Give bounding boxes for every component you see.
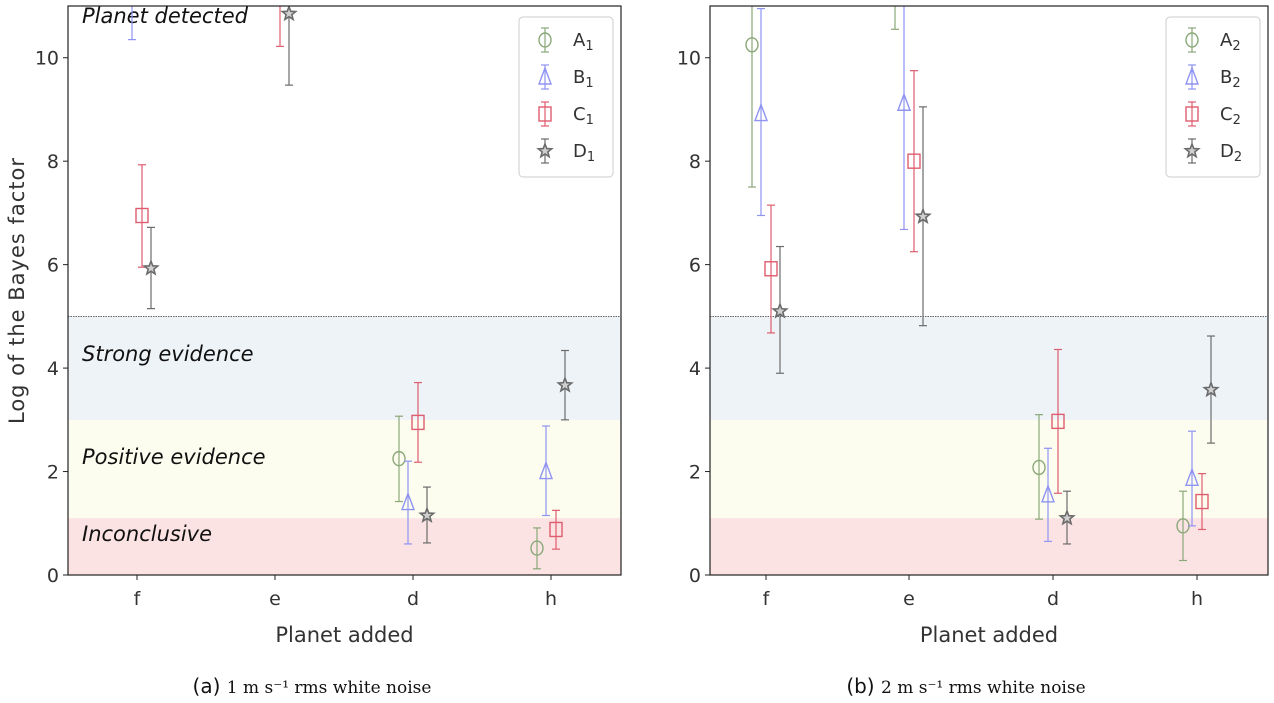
series-A2 [745, 6, 1190, 562]
data-point-square [1051, 413, 1065, 430]
data-point-star [142, 259, 160, 276]
y-axis-label: Log of the Bayes factor [5, 157, 29, 424]
region-band [68, 316, 621, 420]
y-tick-label: 6 [47, 255, 59, 277]
y-tick-label: 10 [35, 48, 59, 70]
region-band [68, 419, 621, 519]
panel-caption: (b) 2 m s⁻¹ rms white noise [846, 674, 1085, 698]
legend-box [518, 16, 614, 178]
axes-frame [67, 5, 622, 576]
data-layer [128, 6, 574, 570]
data-point-square [764, 261, 778, 277]
data-point-square [549, 521, 563, 538]
series-B2 [753, 6, 1200, 542]
region-band [710, 419, 1268, 519]
y-tick-label: 0 [47, 565, 59, 587]
region-label: Planet detected [82, 4, 249, 28]
x-axis-label: Planet added [275, 623, 413, 647]
series-C2 [764, 70, 1209, 531]
x-tick-label: h [1191, 588, 1203, 610]
x-tick-label: e [903, 588, 915, 610]
data-point-star [556, 375, 574, 393]
data-point-square [907, 153, 921, 169]
region-label: Inconclusive [82, 522, 212, 546]
data-point-star [1058, 508, 1076, 526]
y-tick-label: 8 [689, 151, 701, 173]
x-tick-label: h [545, 588, 557, 610]
region-band [710, 316, 1268, 420]
series-A1 [392, 415, 544, 570]
data-point-circle [745, 37, 759, 53]
data-point-star [418, 506, 436, 523]
data-point-star [771, 301, 789, 319]
legend-marker-triangle [537, 66, 553, 85]
data-point-triangle [896, 92, 912, 111]
panel-a: Inconclusive Positive evidence Strong evid… [5, 4, 622, 698]
series-D1 [142, 6, 574, 544]
legend-marker-circle [538, 32, 552, 48]
data-point-star [280, 6, 298, 22]
y-tick-label: 4 [47, 358, 59, 380]
y-tick-label: 0 [689, 565, 701, 587]
x-tick-label: e [269, 588, 281, 610]
data-point-square [411, 414, 425, 431]
region-band [710, 518, 1268, 575]
x-axis-label: Planet added [920, 623, 1058, 647]
y-tick-label: 2 [47, 462, 59, 484]
legend-box [1165, 16, 1261, 178]
panel-caption: (a) 1 m s⁻¹ rms white noise [193, 674, 432, 698]
region-band [68, 518, 621, 575]
x-tick-label: d [407, 588, 419, 610]
axes-frame [709, 5, 1269, 576]
legend-marker-circle [1185, 32, 1199, 48]
series-B1 [128, 6, 554, 545]
legend-marker-star [1183, 141, 1201, 159]
data-point-triangle [1184, 467, 1200, 486]
x-tick-label: f [134, 588, 142, 610]
data-point-circle [1032, 459, 1046, 476]
data-point-square [135, 207, 149, 224]
legend-marker-square [538, 106, 552, 122]
y-tick-label: 6 [689, 255, 701, 277]
data-point-star [914, 207, 932, 224]
region-label: Positive evidence [82, 445, 266, 469]
legend-marker-star [536, 141, 554, 159]
data-point-triangle [1040, 483, 1056, 503]
y-tick-label: 8 [47, 151, 59, 173]
data-layer [745, 6, 1220, 562]
data-point-circle [392, 450, 406, 467]
legend-marker-triangle [1184, 66, 1200, 85]
series-D2 [771, 106, 1220, 545]
x-tick-label: f [763, 588, 771, 610]
data-point-square [1195, 493, 1209, 510]
data-point-circle [530, 540, 544, 556]
legend-marker-square [1185, 106, 1199, 122]
data-point-star [1202, 380, 1220, 398]
data-point-triangle [400, 491, 416, 511]
y-tick-label: 4 [689, 358, 701, 380]
x-tick-label: d [1047, 588, 1059, 610]
data-point-triangle [538, 460, 554, 480]
y-tick-label: 10 [677, 48, 701, 70]
region-label: Strong evidence [82, 342, 254, 366]
data-point-triangle [753, 102, 769, 122]
y-tick-label: 2 [689, 462, 701, 484]
